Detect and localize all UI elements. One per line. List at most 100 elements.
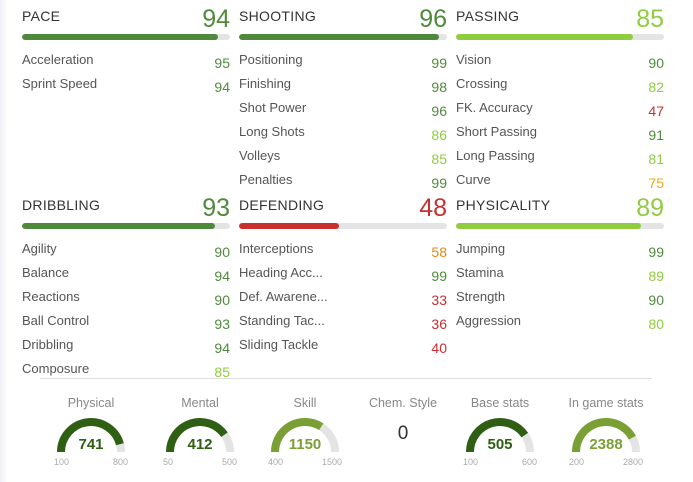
- stat-value: 85: [214, 364, 230, 380]
- stat-value: 96: [431, 103, 447, 119]
- stat-value: 81: [648, 151, 664, 167]
- stat-value: 89: [648, 268, 664, 284]
- category-rating: 48: [419, 194, 447, 222]
- category-rating-bar: [239, 223, 447, 229]
- category-pace: PACE 94 Acceleration 95 Sprint Speed 94: [22, 3, 230, 98]
- stat-value: 80: [648, 316, 664, 332]
- stat-value: 99: [431, 268, 447, 284]
- gauge-fill: [466, 418, 529, 453]
- stat-label: Curve: [456, 172, 491, 187]
- stat-value: 86: [431, 127, 447, 143]
- category-rating-bar: [456, 223, 664, 229]
- stat-value: 94: [214, 340, 230, 356]
- gauge-value: 505: [487, 436, 513, 453]
- category-rating-bar-fill: [22, 223, 216, 229]
- stat-value: 98: [431, 79, 447, 95]
- category-shooting: SHOOTING 96 Positioning 99 Finishing 98 …: [239, 3, 447, 194]
- stat-label: Standing Tac...: [239, 313, 325, 328]
- stat-row-sliding-tackle: Sliding Tackle 40: [239, 335, 447, 359]
- category-rating: 94: [202, 5, 230, 33]
- gauge-fill: [271, 418, 324, 453]
- stat-value: 90: [214, 292, 230, 308]
- gauge-title: Base stats: [470, 396, 530, 410]
- divider: [40, 378, 652, 379]
- gauge-base-stats: Base stats 505 100 600: [445, 396, 555, 467]
- category-passing: PASSING 85 Vision 90 Crossing 82 FK. Acc…: [456, 3, 664, 194]
- stat-row-standing-tac: Standing Tac... 36: [239, 311, 447, 335]
- stat-row-agility: Agility 90: [22, 239, 230, 263]
- stat-value: 99: [431, 175, 447, 191]
- stat-value: 36: [431, 316, 447, 332]
- stat-row-balance: Balance 94: [22, 263, 230, 287]
- category-name: PACE: [22, 8, 61, 24]
- gauge-arc: [57, 418, 125, 453]
- stat-label: Penalties: [239, 172, 293, 187]
- stat-row-dribbling: Dribbling 94: [22, 335, 230, 359]
- stat-value: 40: [431, 340, 447, 356]
- stat-label: Vision: [456, 52, 492, 67]
- category-name: SHOOTING: [239, 8, 317, 24]
- stat-label: Aggression: [456, 313, 522, 328]
- stat-label: Long Passing: [456, 148, 535, 163]
- stat-row-short-passing: Short Passing 91: [456, 122, 664, 146]
- gauge-title: Physical: [67, 396, 115, 410]
- stat-label: Heading Acc...: [239, 265, 323, 280]
- gauge-arc: [572, 418, 640, 453]
- stat-value: 82: [648, 79, 664, 95]
- stat-value: 33: [431, 292, 447, 308]
- gauge-value: 2388: [589, 436, 623, 453]
- gauge-title: Chem. Style: [368, 396, 438, 410]
- stat-value: 75: [648, 175, 664, 191]
- gauge-max: 1500: [321, 457, 342, 467]
- gauge-min: 50: [163, 457, 174, 467]
- gauge-max: 2800: [622, 457, 643, 467]
- category-name: PHYSICALITY: [456, 197, 551, 213]
- stat-label: Stamina: [456, 265, 504, 280]
- stat-label: Jumping: [456, 241, 506, 256]
- category-rating: 89: [636, 194, 664, 222]
- category-header: PHYSICALITY 89: [456, 192, 664, 222]
- stat-row-reactions: Reactions 90: [22, 287, 230, 311]
- stat-label: Composure: [22, 361, 90, 376]
- category-rating-bar-fill: [456, 34, 633, 40]
- stat-value: 85: [431, 151, 447, 167]
- stat-row-jumping: Jumping 99: [456, 239, 664, 263]
- stat-row-finishing: Finishing 98: [239, 74, 447, 98]
- stat-label: FK. Accuracy: [456, 100, 533, 115]
- stat-row-long-shots: Long Shots 86: [239, 122, 447, 146]
- gauge-arc: [166, 418, 234, 453]
- category-header: SHOOTING 96: [239, 3, 447, 33]
- stat-value: 90: [648, 55, 664, 71]
- stat-value: 91: [648, 127, 664, 143]
- stat-label: Ball Control: [22, 313, 90, 328]
- gauge-min: 100: [463, 457, 479, 467]
- category-name: DEFENDING: [239, 197, 325, 213]
- stat-label: Sliding Tackle: [239, 337, 319, 352]
- gauge-max: 500: [221, 457, 237, 467]
- stat-row-def-awarene: Def. Awarene... 33: [239, 287, 447, 311]
- stat-label: Def. Awarene...: [239, 289, 328, 304]
- gauge-min: 100: [54, 457, 70, 467]
- stat-row-ball-control: Ball Control 93: [22, 311, 230, 335]
- gauge-min: 200: [569, 457, 585, 467]
- stat-value: 90: [648, 292, 664, 308]
- stat-row-vision: Vision 90: [456, 50, 664, 74]
- stat-label: Agility: [22, 241, 57, 256]
- gauge-title: Mental: [181, 396, 219, 410]
- category-header: DEFENDING 48: [239, 192, 447, 222]
- category-dribbling: DRIBBLING 93 Agility 90 Balance 94 React…: [22, 192, 230, 383]
- stat-row-stamina: Stamina 89: [456, 263, 664, 287]
- stat-row-acceleration: Acceleration 95: [22, 50, 230, 74]
- stat-label: Dribbling: [22, 337, 74, 352]
- stat-value: 94: [214, 268, 230, 284]
- category-rating-bar: [239, 34, 447, 40]
- stat-label: Shot Power: [239, 100, 307, 115]
- gauge-chem-style: Chem. Style 0: [348, 396, 458, 445]
- stat-label: Positioning: [239, 52, 303, 67]
- stat-label: Sprint Speed: [22, 76, 98, 91]
- stat-value: 93: [214, 316, 230, 332]
- gauge-value: 741: [78, 436, 104, 453]
- category-rating: 96: [419, 5, 447, 33]
- stat-label: Finishing: [239, 76, 292, 91]
- category-physicality: PHYSICALITY 89 Jumping 99 Stamina 89 Str…: [456, 192, 664, 335]
